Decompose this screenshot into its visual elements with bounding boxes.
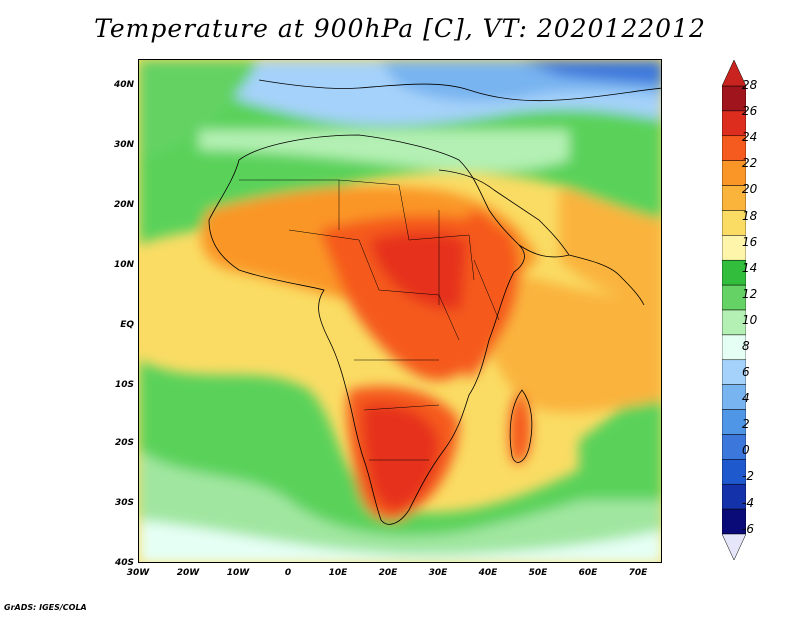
colorbar-label: 6: [742, 365, 750, 379]
colorbar-box: [722, 259, 746, 286]
lat-tick: 40N: [113, 80, 134, 90]
lat-tick: 30S: [114, 498, 134, 508]
lat-tick: 40S: [114, 558, 134, 568]
lon-tick: 60E: [578, 568, 598, 578]
lon-tick: 30E: [428, 568, 448, 578]
colorbar-label: -4: [742, 496, 754, 510]
colorbar-label: -2: [742, 469, 754, 483]
colorbar-boxes: [722, 85, 746, 535]
colorbar-label: 26: [742, 104, 758, 118]
colorbar-label: -6: [742, 522, 754, 536]
colorbar-box: [722, 210, 746, 236]
lon-tick: 20E: [378, 568, 398, 578]
lon-tick: 70E: [628, 568, 648, 578]
colorbar-label: 4: [742, 391, 750, 405]
colorbar-label: 24: [742, 130, 758, 144]
colorbar-label: 8: [742, 339, 750, 353]
colorbar-top-arrow: [722, 60, 746, 87]
colorbar-label: 14: [742, 261, 758, 275]
colorbar-bottom-arrow: [722, 533, 746, 560]
colorbar-label: 12: [742, 287, 758, 301]
lat-tick: 10N: [113, 260, 134, 270]
colorbar-label: 16: [742, 235, 758, 249]
lat-tick: 10S: [114, 380, 134, 390]
colorbar-label: 0: [742, 443, 750, 457]
colorbar-box: [722, 160, 746, 186]
lon-tick: 50E: [528, 568, 548, 578]
lon-tick: 30W: [126, 568, 150, 578]
lat-tick: 20N: [113, 200, 134, 210]
footer-credit: GrADS: IGES/COLA: [4, 603, 87, 612]
lon-tick: 10W: [226, 568, 250, 578]
lat-tick: 30N: [113, 140, 134, 150]
lon-tick: 40E: [478, 568, 498, 578]
lon-tick: 10E: [328, 568, 348, 578]
temperature-field: [139, 60, 661, 562]
colorbar-label: 28: [742, 78, 758, 92]
colorbar-box: [722, 508, 746, 535]
country-borders: [239, 179, 500, 461]
colorbar-box: [722, 309, 746, 336]
coastlines: [208, 79, 661, 525]
colorbar-label: 22: [742, 156, 758, 170]
lat-tick: 20S: [114, 438, 134, 448]
lat-tick: EQ: [120, 320, 134, 330]
colorbar-label: 2: [742, 417, 750, 431]
map-panel: [138, 59, 662, 563]
colorbar-box: [722, 334, 746, 361]
map-title: Temperature at 900hPa [C], VT: 202012201…: [94, 14, 706, 43]
colorbar: [722, 60, 746, 560]
colorbar-label: 10: [742, 313, 758, 327]
lon-tick: 20W: [176, 568, 200, 578]
colorbar-box: [722, 185, 746, 211]
colorbar-box: [722, 85, 746, 112]
temperature-shading: [139, 60, 661, 562]
colorbar-label: 20: [742, 182, 758, 196]
colorbar-label: 18: [742, 209, 758, 223]
colorbar-box: [722, 110, 746, 137]
colorbar-box: [722, 135, 746, 161]
lon-tick: 0: [284, 568, 292, 578]
